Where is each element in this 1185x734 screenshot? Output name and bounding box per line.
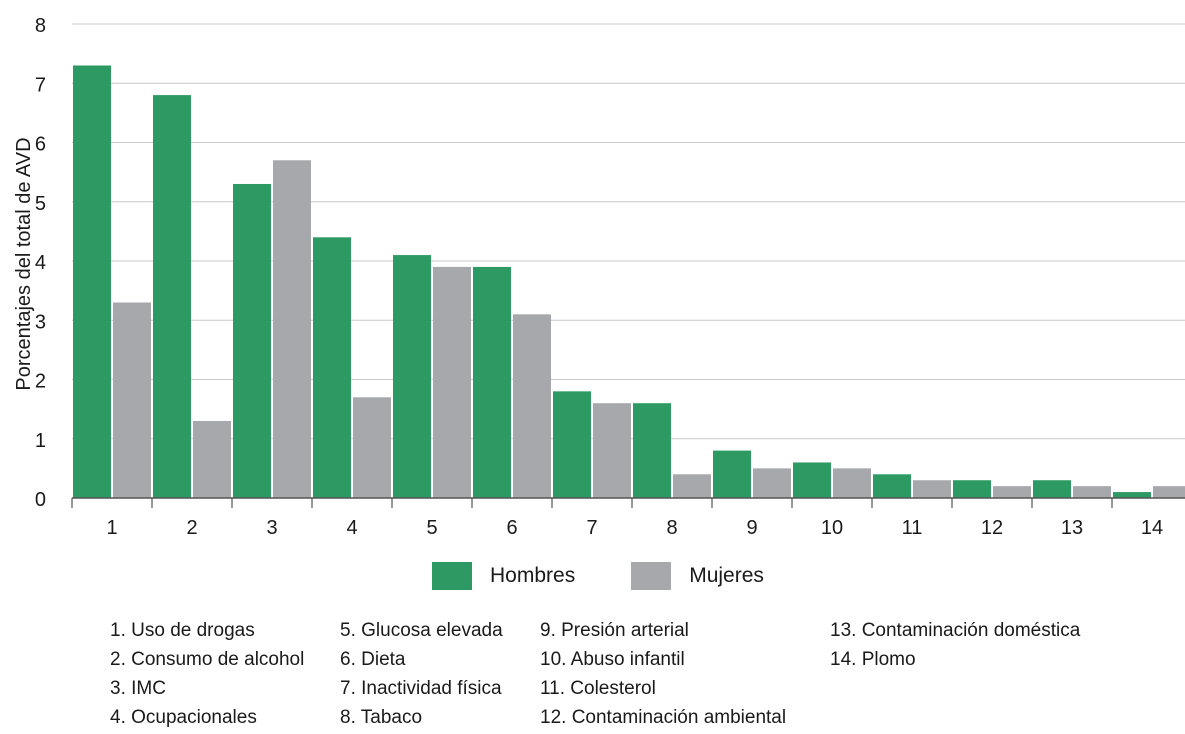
x-tick-label: 10 (821, 517, 843, 539)
legend-label-mujeres: Mujeres (689, 564, 764, 587)
bar-mujeres-3 (273, 160, 311, 498)
x-tick-label: 11 (902, 517, 923, 539)
y-tick-label: 2 (35, 371, 46, 393)
x-tick-label: 12 (981, 517, 1003, 539)
x-tick-label: 4 (346, 517, 357, 539)
bar-hombres-13 (1033, 480, 1071, 498)
note-item: 7. Inactividad física (340, 678, 502, 699)
note-item: 12. Contaminación ambiental (540, 707, 787, 728)
notes-column: 5. Glucosa elevada 6. Dieta 7. Inactivid… (340, 616, 503, 732)
x-tick-label: 13 (1061, 517, 1083, 539)
bars (73, 65, 1185, 499)
bar-hombres-5 (393, 255, 431, 498)
note-item: 2. Consumo de alcohol (110, 649, 305, 670)
note-item: 3. IMC (110, 678, 166, 699)
bar-mujeres-2 (193, 420, 231, 498)
bar-mujeres-11 (913, 480, 951, 498)
x-tick-label: 6 (506, 517, 517, 539)
x-tick-label: 9 (746, 517, 757, 539)
bar-hombres-10 (793, 462, 831, 498)
note-item: 5. Glucosa elevada (340, 620, 503, 641)
bar-mujeres-1 (113, 302, 151, 498)
y-tick-label: 8 (35, 15, 46, 37)
x-tick-label: 3 (266, 517, 277, 539)
note-item: 1. Uso de drogas (110, 620, 255, 641)
bar-hombres-11 (873, 474, 911, 498)
x-tick-label: 14 (1141, 517, 1163, 539)
y-tick-label: 7 (35, 74, 46, 96)
bar-hombres-3 (233, 183, 271, 498)
note-item: 9. Presión arterial (540, 620, 689, 641)
note-item: 14. Plomo (830, 649, 916, 670)
note-item: 8. Tabaco (340, 707, 423, 728)
y-tick-label: 3 (35, 311, 46, 333)
notes-column: 1. Uso de drogas 2. Consumo de alcohol 3… (110, 616, 304, 732)
note-item: 10. Abuso infantil (540, 649, 685, 670)
x-tick-labels: 1 2 3 4 5 6 7 8 9 10 11 12 13 14 (106, 517, 1163, 539)
bar-mujeres-8 (673, 474, 711, 498)
note-item: 11. Colesterol (540, 678, 656, 699)
bar-hombres-6 (473, 266, 511, 498)
bar-hombres-2 (153, 95, 191, 498)
y-axis-label: Porcentajes del total de AVD (13, 137, 35, 390)
bar-hombres-9 (713, 450, 751, 498)
bar-hombres-12 (953, 480, 991, 498)
x-tick-label: 1 (106, 517, 117, 539)
note-item: 6. Dieta (340, 649, 406, 670)
bar-mujeres-13 (1073, 486, 1111, 498)
x-tick-label: 7 (586, 517, 597, 539)
legend-item-mujeres: Mujeres (631, 562, 764, 590)
notes-column: 9. Presión arterial 10. Abuso infantil 1… (540, 616, 786, 732)
y-axis: 0 1 2 3 4 5 6 7 8 (35, 15, 46, 511)
bar-hombres-7 (553, 391, 591, 498)
bar-mujeres-6 (513, 314, 551, 498)
legend-swatch-mujeres (631, 562, 672, 590)
y-tick-label: 6 (35, 134, 46, 156)
y-tick-label: 4 (35, 252, 46, 274)
note-item: 4. Ocupacionales (110, 707, 257, 728)
legend-swatch-hombres (432, 562, 472, 590)
note-item: 13. Contaminación doméstica (830, 620, 1081, 641)
bar-hombres-14 (1113, 492, 1151, 498)
bar-mujeres-9 (753, 468, 791, 498)
bar-mujeres-7 (593, 403, 631, 498)
bar-hombres-4 (313, 237, 351, 499)
x-tick-label: 2 (186, 517, 197, 539)
bar-mujeres-4 (353, 397, 391, 498)
bar-mujeres-14 (1153, 486, 1185, 498)
bar-hombres-8 (633, 403, 671, 498)
y-tick-label: 5 (35, 193, 46, 215)
legend: Hombres Mujeres (432, 562, 820, 590)
bar-hombres-1 (73, 65, 111, 498)
x-axis (71, 497, 1185, 508)
x-tick-label: 8 (666, 517, 677, 539)
legend-item-hombres: Hombres (432, 562, 575, 590)
x-tick-label: 5 (426, 517, 437, 539)
bar-mujeres-12 (993, 486, 1031, 498)
y-tick-label: 1 (35, 430, 46, 452)
legend-label-hombres: Hombres (490, 564, 576, 587)
notes-column: 13. Contaminación doméstica 14. Plomo (830, 616, 1080, 674)
y-tick-label: 0 (35, 489, 46, 511)
bar-mujeres-5 (433, 266, 471, 498)
bar-mujeres-10 (833, 468, 871, 498)
